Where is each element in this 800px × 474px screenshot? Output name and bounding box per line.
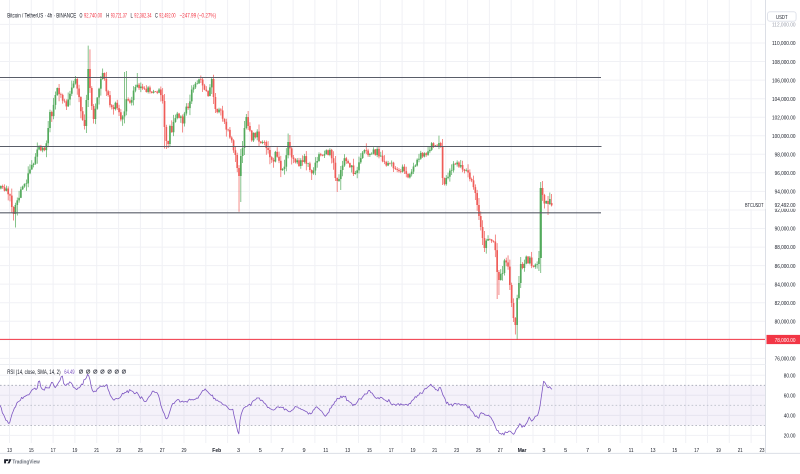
svg-text:TradingView: TradingView — [12, 460, 40, 466]
svg-text:80,000.00: 80,000.00 — [775, 319, 796, 325]
svg-text:17: 17 — [694, 448, 699, 454]
svg-text:76,000.00: 76,000.00 — [775, 357, 796, 363]
svg-text:78,000.00: 78,000.00 — [775, 338, 796, 344]
svg-text:106,000.00: 106,000.00 — [772, 78, 796, 84]
svg-text:11: 11 — [323, 448, 328, 454]
svg-text:7: 7 — [281, 448, 284, 454]
svg-text:15: 15 — [367, 448, 372, 454]
svg-text:BTCUSDT: BTCUSDT — [745, 203, 764, 209]
svg-text:15: 15 — [29, 448, 34, 454]
svg-text:20.00: 20.00 — [784, 434, 796, 440]
svg-text:29: 29 — [182, 448, 187, 454]
svg-text:104,000.00: 104,000.00 — [772, 97, 796, 103]
svg-text:3: 3 — [237, 448, 240, 454]
svg-text:Mar: Mar — [518, 448, 527, 454]
svg-text:96,000.00: 96,000.00 — [775, 171, 796, 177]
svg-text:3: 3 — [542, 448, 545, 454]
svg-text:13: 13 — [7, 448, 12, 454]
svg-text:5: 5 — [564, 448, 567, 454]
svg-text:88,000.00: 88,000.00 — [775, 245, 796, 251]
svg-text:Feb: Feb — [212, 448, 221, 454]
svg-text:23: 23 — [760, 448, 765, 454]
svg-text:21: 21 — [432, 448, 437, 454]
svg-text:−247.99 (−0.27%): −247.99 (−0.27%) — [180, 12, 217, 19]
svg-text:23: 23 — [116, 448, 121, 454]
svg-text:64.49: 64.49 — [64, 369, 75, 376]
svg-text:25: 25 — [138, 448, 143, 454]
svg-text:90,000.00: 90,000.00 — [775, 227, 796, 233]
svg-text:94,000.00: 94,000.00 — [775, 190, 796, 196]
svg-text:27: 27 — [498, 448, 503, 454]
svg-text:112,000.00: 112,000.00 — [772, 23, 796, 29]
svg-text:84,000.00: 84,000.00 — [775, 282, 796, 288]
svg-text:9: 9 — [302, 448, 305, 454]
svg-text:5: 5 — [259, 448, 262, 454]
svg-text:13: 13 — [651, 448, 656, 454]
svg-text:9: 9 — [608, 448, 611, 454]
svg-text:USDT: USDT — [776, 15, 788, 21]
svg-text:7: 7 — [586, 448, 589, 454]
svg-text:102,000.00: 102,000.00 — [772, 115, 796, 121]
svg-text:25: 25 — [476, 448, 481, 454]
svg-text:19: 19 — [411, 448, 416, 454]
svg-text:27: 27 — [160, 448, 165, 454]
svg-text:108,000.00: 108,000.00 — [772, 60, 796, 66]
svg-text:21: 21 — [94, 448, 99, 454]
svg-text:13: 13 — [345, 448, 350, 454]
svg-text:15: 15 — [672, 448, 677, 454]
svg-text:40.00: 40.00 — [784, 414, 796, 420]
svg-text:23: 23 — [454, 448, 459, 454]
svg-text:60.00: 60.00 — [784, 394, 796, 400]
svg-text:93,721.37: 93,721.37 — [111, 12, 128, 19]
svg-text:H: H — [106, 12, 109, 19]
svg-text:RSI (14, close, SMA, 14, 2): RSI (14, close, SMA, 14, 2) — [7, 369, 60, 376]
svg-text:17: 17 — [51, 448, 56, 454]
svg-text:82,000.00: 82,000.00 — [775, 301, 796, 307]
svg-text:80.00: 80.00 — [784, 374, 796, 380]
svg-text:C: C — [155, 12, 158, 19]
svg-text:19: 19 — [72, 448, 77, 454]
svg-text:92,492.00: 92,492.00 — [775, 203, 796, 209]
svg-text:92,740.00: 92,740.00 — [84, 12, 103, 19]
svg-text:92,000.00: 92,000.00 — [775, 208, 796, 214]
svg-text:11: 11 — [629, 448, 634, 454]
svg-text:21: 21 — [738, 448, 743, 454]
svg-text:98,000.00: 98,000.00 — [775, 153, 796, 159]
svg-text:92,382.34: 92,382.34 — [134, 12, 152, 19]
svg-text:86,000.00: 86,000.00 — [775, 264, 796, 270]
svg-text:92,492.00: 92,492.00 — [159, 12, 176, 19]
svg-text:17: 17 — [389, 448, 394, 454]
svg-text:O: O — [80, 12, 83, 19]
svg-text:Bitcoin / TetherUS · 4h · BINA: Bitcoin / TetherUS · 4h · BINANCE — [7, 12, 76, 19]
svg-text:L: L — [131, 12, 134, 19]
svg-text:19: 19 — [716, 448, 721, 454]
svg-text:110,000.00: 110,000.00 — [772, 41, 796, 47]
svg-text:100,000.00: 100,000.00 — [772, 134, 796, 140]
